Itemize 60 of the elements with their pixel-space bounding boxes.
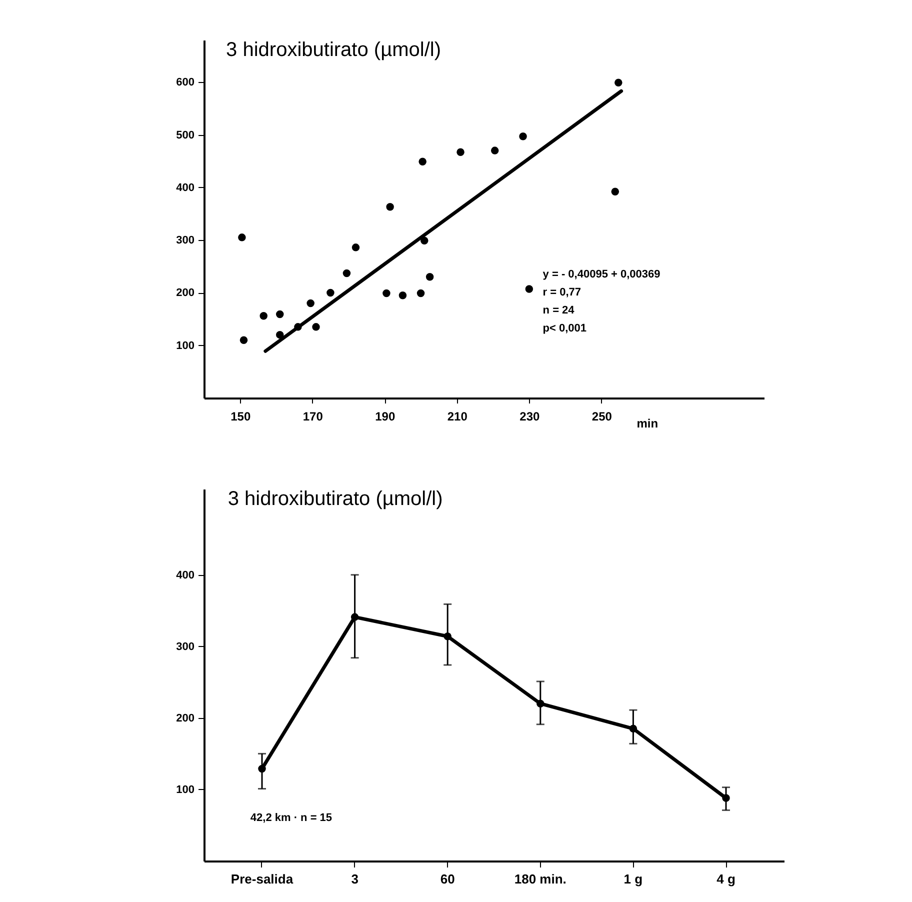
annotation: 42,2 km · n = 15 [250,812,332,824]
point [722,794,730,802]
x-tick-label: 150 [230,410,251,424]
point [294,323,302,331]
point [418,158,426,166]
point [490,146,499,154]
point [350,613,359,621]
x-tick-label: Pre-salida [230,872,294,886]
point [240,336,248,344]
point [629,724,638,733]
point [416,289,425,298]
annotation: r = 0,77 [542,286,582,298]
point [420,236,428,244]
annotation: p< 0,001 [542,322,587,334]
y-tick-label: 400 [176,569,194,582]
x-tick-label: 190 [375,410,396,424]
y-tick-label: 100 [176,784,194,796]
point [519,132,527,140]
x-tick-label: 1 g [624,872,643,886]
point [525,285,534,293]
point [426,273,434,281]
x-tick-label: 250 [592,410,612,424]
point [611,188,620,196]
y-tick-label: 300 [176,234,194,247]
point [456,148,464,156]
point [398,291,407,300]
y-tick-label: 200 [176,712,194,724]
y-tick-label: 400 [176,182,194,194]
x-tick-label: 4 g [716,872,736,886]
annotation: y = - 0,40095 + 0,00369 [542,268,660,280]
point [614,78,622,87]
y-tick-label: 600 [176,76,194,89]
point [536,700,544,708]
chart-title: 3 hidroxibutirato (µmol/l) [228,488,443,510]
y-tick-label: 300 [176,640,194,653]
point [260,312,268,320]
point [258,764,266,773]
point [386,203,394,211]
point [382,289,390,298]
point [352,244,360,252]
x-tick-label: 230 [520,410,540,424]
point [312,323,320,331]
x-tick-label: 210 [447,410,468,424]
point [444,632,452,640]
point [342,269,351,278]
point [276,330,284,339]
x-tick-label: 60 [440,872,455,886]
x-tick-label: 3 [351,872,358,886]
x-axis-title: min [636,416,658,430]
point [306,299,314,308]
y-tick-label: 100 [176,340,194,352]
y-tick-label: 200 [176,287,194,300]
x-tick-label: 180 min. [514,872,566,886]
point [276,310,284,318]
point [238,234,246,242]
point [326,288,334,297]
chart-title: 3 hidroxibutirato (µmol/l) [226,39,441,61]
x-tick-label: 170 [302,410,324,424]
annotation: n = 24 [542,304,576,316]
y-tick-label: 500 [176,129,194,142]
